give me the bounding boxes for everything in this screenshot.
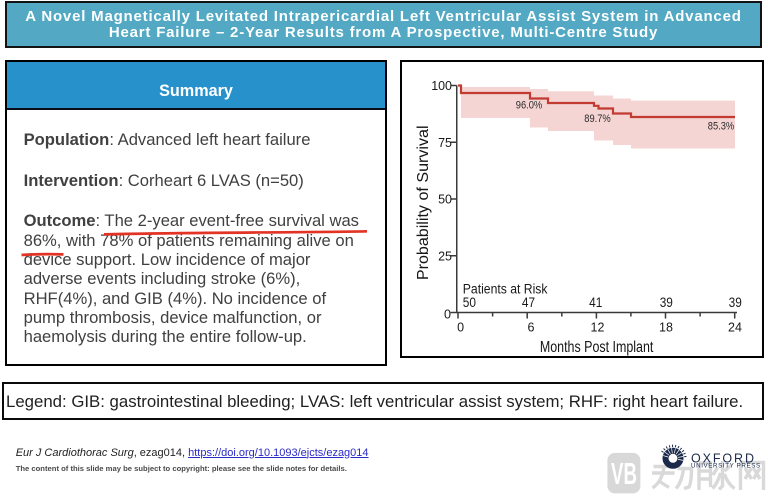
svg-text:85.3%: 85.3% (708, 121, 735, 133)
svg-text:39: 39 (729, 295, 742, 310)
svg-text:50: 50 (438, 193, 452, 207)
svg-text:Probability of Survival: Probability of Survival (415, 125, 432, 280)
svg-text:41: 41 (589, 295, 602, 310)
svg-text:100: 100 (431, 79, 452, 93)
svg-text:Patients at Risk: Patients at Risk (463, 282, 548, 297)
svg-text:24: 24 (728, 321, 742, 335)
svg-text:6: 6 (528, 321, 535, 335)
svg-text:18: 18 (659, 321, 673, 335)
svg-text:Months Post Implant: Months Post Implant (540, 339, 654, 356)
svg-text:OXFORD: OXFORD (691, 451, 756, 465)
svg-text:VB: VB (611, 458, 637, 492)
svg-text:96.0%: 96.0% (516, 99, 543, 111)
svg-text:0: 0 (457, 321, 464, 335)
svg-text:39: 39 (660, 295, 673, 310)
svg-text:47: 47 (522, 295, 535, 310)
svg-text:UNIVERSITY PRESS: UNIVERSITY PRESS (691, 463, 761, 470)
svg-text:89.7%: 89.7% (584, 113, 611, 125)
svg-text:75: 75 (438, 136, 452, 150)
svg-text:12: 12 (591, 321, 605, 335)
svg-text:50: 50 (463, 295, 476, 310)
svg-text:0: 0 (444, 308, 451, 322)
svg-text:25: 25 (438, 249, 452, 263)
